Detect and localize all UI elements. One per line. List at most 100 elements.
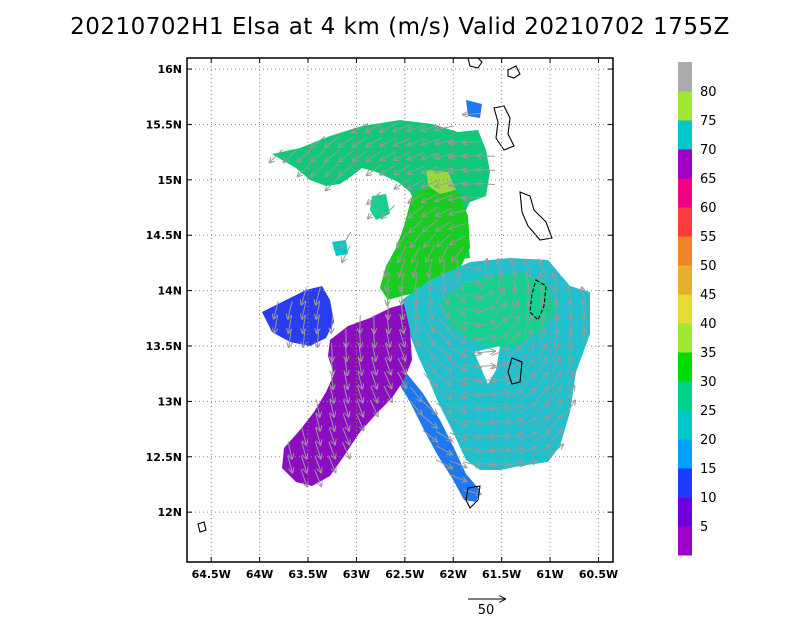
- wind-vector-arrow: [397, 232, 408, 248]
- wind-vector-arrow: [505, 434, 522, 439]
- latitude-label: 14N: [157, 285, 182, 298]
- wind-vector-arrow: [369, 399, 377, 416]
- wind-vector-arrow: [394, 124, 411, 132]
- wind-vector-arrow: [394, 151, 411, 160]
- wind-vector-arrow: [477, 307, 495, 314]
- colorbar-segment: [678, 352, 692, 382]
- wind-vector-arrow: [311, 149, 326, 162]
- wind-vector-arrow: [385, 329, 389, 347]
- wind-vector-arrow: [449, 460, 467, 468]
- colorbar-segment: [678, 294, 692, 324]
- wind-vector-arrow: [551, 358, 560, 375]
- wind-vector-arrow: [525, 301, 530, 319]
- wind-vector-arrow: [463, 265, 481, 270]
- wind-vector-arrow: [477, 322, 494, 327]
- wind-vector-arrow: [325, 136, 340, 148]
- wind-vector-arrow: [565, 386, 575, 403]
- wind-vector-arrow: [534, 402, 549, 415]
- colorbar-label: 5: [700, 520, 708, 535]
- wind-vector-arrow: [463, 141, 482, 142]
- wind-vector-arrow: [311, 135, 326, 147]
- wind-vector-arrow: [449, 361, 466, 370]
- wind-vector-arrow: [407, 124, 425, 131]
- wind-vector-arrow: [368, 205, 381, 218]
- wind-vector-arrow: [476, 422, 495, 423]
- wind-vector-arrow: [491, 363, 508, 370]
- wind-vector-arrow: [463, 295, 481, 298]
- wind-vector-arrow: [550, 372, 560, 388]
- wind-vector-arrow: [548, 444, 563, 456]
- wind-vector-arrow: [477, 337, 495, 340]
- colorbar-label: 55: [700, 230, 717, 245]
- wind-vector-arrow: [370, 385, 378, 403]
- wind-vector-arrow: [383, 385, 392, 402]
- wind-vector-arrow: [463, 321, 481, 326]
- wind-speed-field: [262, 100, 590, 502]
- wind-vector-arrow: [370, 371, 377, 388]
- wind-vector-arrow: [387, 286, 389, 305]
- wind-vector-arrow: [491, 392, 509, 397]
- wind-vector-arrow: [314, 441, 321, 458]
- reference-vector-label: 50: [478, 603, 495, 618]
- wind-vector-arrow: [519, 432, 536, 441]
- wind-vector-arrow: [315, 427, 321, 444]
- colorbar-segment: [678, 62, 692, 92]
- wind-vector-arrow: [385, 259, 392, 277]
- longitude-label: 61W: [536, 568, 563, 581]
- wind-vector-arrow: [303, 315, 306, 333]
- wind-vector-arrow: [342, 413, 349, 431]
- wind-vector-arrow: [449, 474, 467, 482]
- wind-vector-arrow: [505, 390, 522, 399]
- wind-vector-field: [270, 113, 587, 494]
- wind-vector-arrow: [426, 301, 433, 319]
- wind-vector-arrow: [436, 430, 451, 440]
- wind-vector-arrow: [498, 273, 501, 291]
- wind-vector-arrow: [491, 407, 509, 410]
- wind-vector-arrow: [371, 357, 377, 374]
- wind-vector-arrow: [505, 405, 523, 412]
- wind-vector-arrow: [463, 377, 481, 382]
- plot-frame: [186, 57, 614, 563]
- wind-vector-arrow: [522, 330, 532, 346]
- colorbar-segment: [678, 91, 692, 121]
- wind-vector-arrow: [328, 427, 335, 444]
- colorbar-label: 75: [700, 114, 717, 129]
- wind-vector-arrow: [452, 274, 463, 290]
- wind-vector-arrow: [411, 329, 419, 347]
- wind-vector-arrow: [380, 123, 397, 132]
- wind-vector-arrow: [439, 287, 447, 304]
- wind-vector-arrow: [534, 431, 549, 442]
- wind-vector-arrow: [422, 401, 436, 414]
- wind-vector-arrow: [408, 192, 424, 203]
- wind-vector-arrow: [328, 413, 334, 430]
- coastlines: [197, 58, 553, 533]
- wind-vector-arrow: [314, 455, 321, 473]
- colorbar-segment: [678, 236, 692, 266]
- wind-vector-arrow: [424, 330, 435, 345]
- wind-vector-arrow: [463, 461, 480, 466]
- wind-vector-arrow: [491, 348, 509, 357]
- longitude-label: 63.5W: [288, 568, 327, 581]
- wind-vector-arrow: [463, 308, 481, 311]
- wind-vector-arrow: [314, 469, 322, 487]
- wind-vector-arrow: [549, 416, 563, 429]
- wind-vector-arrow: [401, 300, 403, 319]
- wind-vector-arrow: [528, 287, 529, 306]
- colorbar-segment: [678, 265, 692, 295]
- wind-vector-arrow: [342, 245, 351, 262]
- wind-vector-arrow: [315, 413, 320, 431]
- wind-vector-arrow: [490, 464, 509, 465]
- wind-vector-arrow: [463, 489, 480, 494]
- wind-vector-arrow: [450, 318, 466, 329]
- colorbar-segment: [678, 410, 692, 440]
- wind-vector-arrow: [356, 413, 363, 431]
- wind-vector-arrow: [436, 402, 451, 413]
- wind-vector-arrow: [380, 164, 396, 175]
- wind-vector-arrow: [284, 149, 297, 163]
- wind-vector-arrow: [423, 373, 436, 386]
- wind-vector-arrow: [491, 378, 508, 383]
- wind-vector-arrow: [274, 301, 279, 318]
- coastline-island-st-lucia: [507, 357, 523, 385]
- wind-vector-arrow: [339, 150, 354, 162]
- colorbar-segment: [678, 468, 692, 498]
